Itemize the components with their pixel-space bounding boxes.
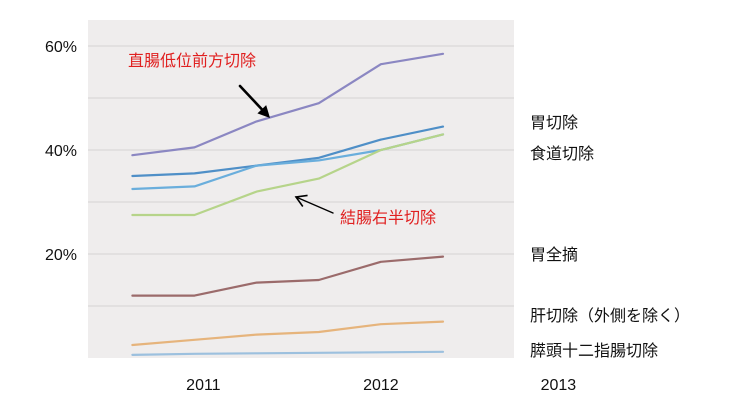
callout-label-rectal-low-anterior-resection: 直腸低位前方切除	[128, 51, 256, 70]
callout-label-right-hemicolectomy: 結腸右半切除	[340, 208, 436, 227]
callout-arrow-right-hemicolectomy-head	[294, 194, 308, 207]
series-line-3	[131, 133, 445, 217]
callout-arrow-rectal-low-anterior-resection	[238, 84, 270, 118]
callout-arrow-right-hemicolectomy-shaft	[295, 196, 334, 214]
right-label-hepatectomy: 肝切除（外側を除く）	[530, 306, 690, 325]
series-line-1	[131, 125, 445, 178]
callout-arrow-right-hemicolectomy	[294, 194, 334, 214]
y-tick-label-0: 20%	[45, 247, 77, 264]
right-label-esophagectomy: 食道切除	[530, 144, 594, 163]
y-tick-label-2: 60%	[45, 39, 77, 56]
y-tick-label-1: 40%	[45, 143, 77, 160]
x-tick-labels: 2011 2012 2013	[186, 377, 576, 394]
right-label-total-gastrectomy: 胃全摘	[530, 245, 578, 264]
series-line-0	[131, 52, 445, 157]
x-tick-label-2: 2013	[541, 377, 577, 394]
right-label-pancreaticoduodenectomy: 膵頭十二指腸切除	[530, 341, 658, 360]
y-tick-labels: 20% 40% 60%	[45, 39, 77, 264]
x-tick-label-0: 2011	[186, 377, 221, 394]
x-tick-label-1: 2012	[363, 377, 399, 394]
series-line-6	[131, 350, 445, 356]
series-lines	[131, 52, 445, 356]
callout-arrow-rectal-low-anterior-resection-head	[257, 105, 270, 118]
right-label-gastrectomy: 胃切除	[530, 113, 578, 132]
callout-arrows	[238, 84, 334, 214]
grid-lines	[88, 45, 514, 307]
series-line-4	[131, 255, 445, 297]
callout-arrow-rectal-low-anterior-resection-shaft	[238, 84, 264, 111]
plot-area	[88, 20, 514, 358]
series-line-5	[131, 320, 445, 347]
